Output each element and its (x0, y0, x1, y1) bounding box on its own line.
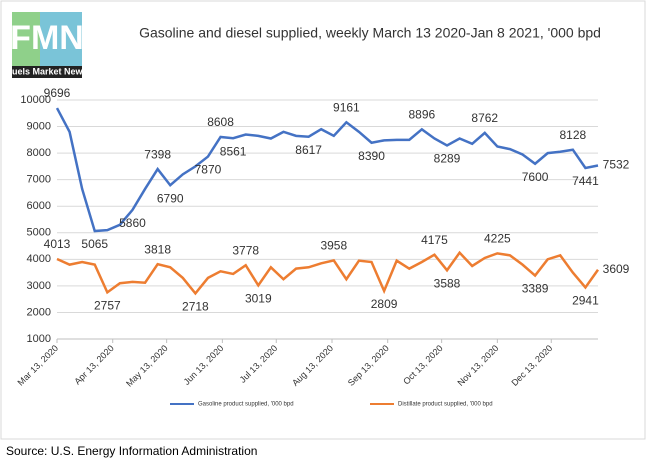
y-tick-label: 6000 (27, 200, 51, 212)
data-label: 7870 (195, 163, 222, 177)
series-line (55, 107, 599, 233)
legend-label: Distillate product supplied, '000 bpd (398, 402, 493, 408)
data-label: 6790 (157, 191, 184, 205)
data-label: 3389 (522, 282, 549, 296)
series-line (56, 250, 600, 296)
data-label: 2718 (182, 300, 209, 314)
data-label: 5860 (119, 216, 146, 230)
data-label: 3609 (603, 262, 630, 276)
data-label: 8617 (295, 143, 322, 157)
data-label: 4013 (44, 237, 71, 251)
data-label: 7398 (144, 147, 171, 161)
y-tick-label: 3000 (27, 280, 51, 292)
data-label: 5065 (81, 237, 108, 251)
data-label: 8128 (559, 128, 586, 142)
y-tick-label: 1000 (27, 333, 51, 345)
data-label: 3778 (232, 243, 259, 257)
logo-band (12, 66, 82, 78)
data-label: 3588 (434, 276, 461, 290)
y-tick-label: 4000 (27, 253, 51, 265)
data-label: 2941 (572, 294, 599, 308)
logo-mark: FMN (10, 19, 84, 57)
data-label: 9161 (333, 100, 360, 114)
y-tick-label: 5000 (27, 227, 51, 239)
data-label: 3019 (245, 292, 272, 306)
data-label: 4175 (421, 233, 448, 247)
data-label: 8762 (471, 111, 498, 125)
chart-title: Gasoline and diesel supplied, weekly Mar… (139, 25, 601, 41)
chart-frame (0, 0, 646, 440)
data-label: 7600 (522, 170, 549, 184)
data-label: 8289 (434, 152, 461, 166)
data-label: 8896 (409, 107, 436, 121)
y-tick-label: 9000 (27, 120, 51, 132)
data-label: 9696 (44, 86, 71, 100)
legend-label: Gasoline product supplied, '000 bpd (198, 402, 294, 408)
data-label: 7441 (572, 174, 599, 188)
y-tick-label: 8000 (27, 147, 51, 159)
data-label: 4225 (484, 232, 511, 246)
data-label: 3818 (144, 242, 171, 256)
data-label: 2757 (94, 299, 121, 313)
y-tick-label: 2000 (27, 306, 51, 318)
data-label: 2809 (371, 297, 398, 311)
data-label: 8561 (220, 144, 247, 158)
data-label: 3958 (320, 239, 347, 253)
source: Source: U.S. Energy Information Administ… (6, 444, 257, 458)
data-label: 7532 (603, 158, 630, 172)
data-label: 8608 (207, 115, 234, 129)
y-tick-label: 10000 (20, 94, 51, 106)
logo-name: Fuels Market News (6, 66, 87, 76)
data-label: 8390 (358, 149, 385, 163)
y-tick-label: 7000 (27, 174, 51, 186)
logo-panel (12, 12, 40, 66)
